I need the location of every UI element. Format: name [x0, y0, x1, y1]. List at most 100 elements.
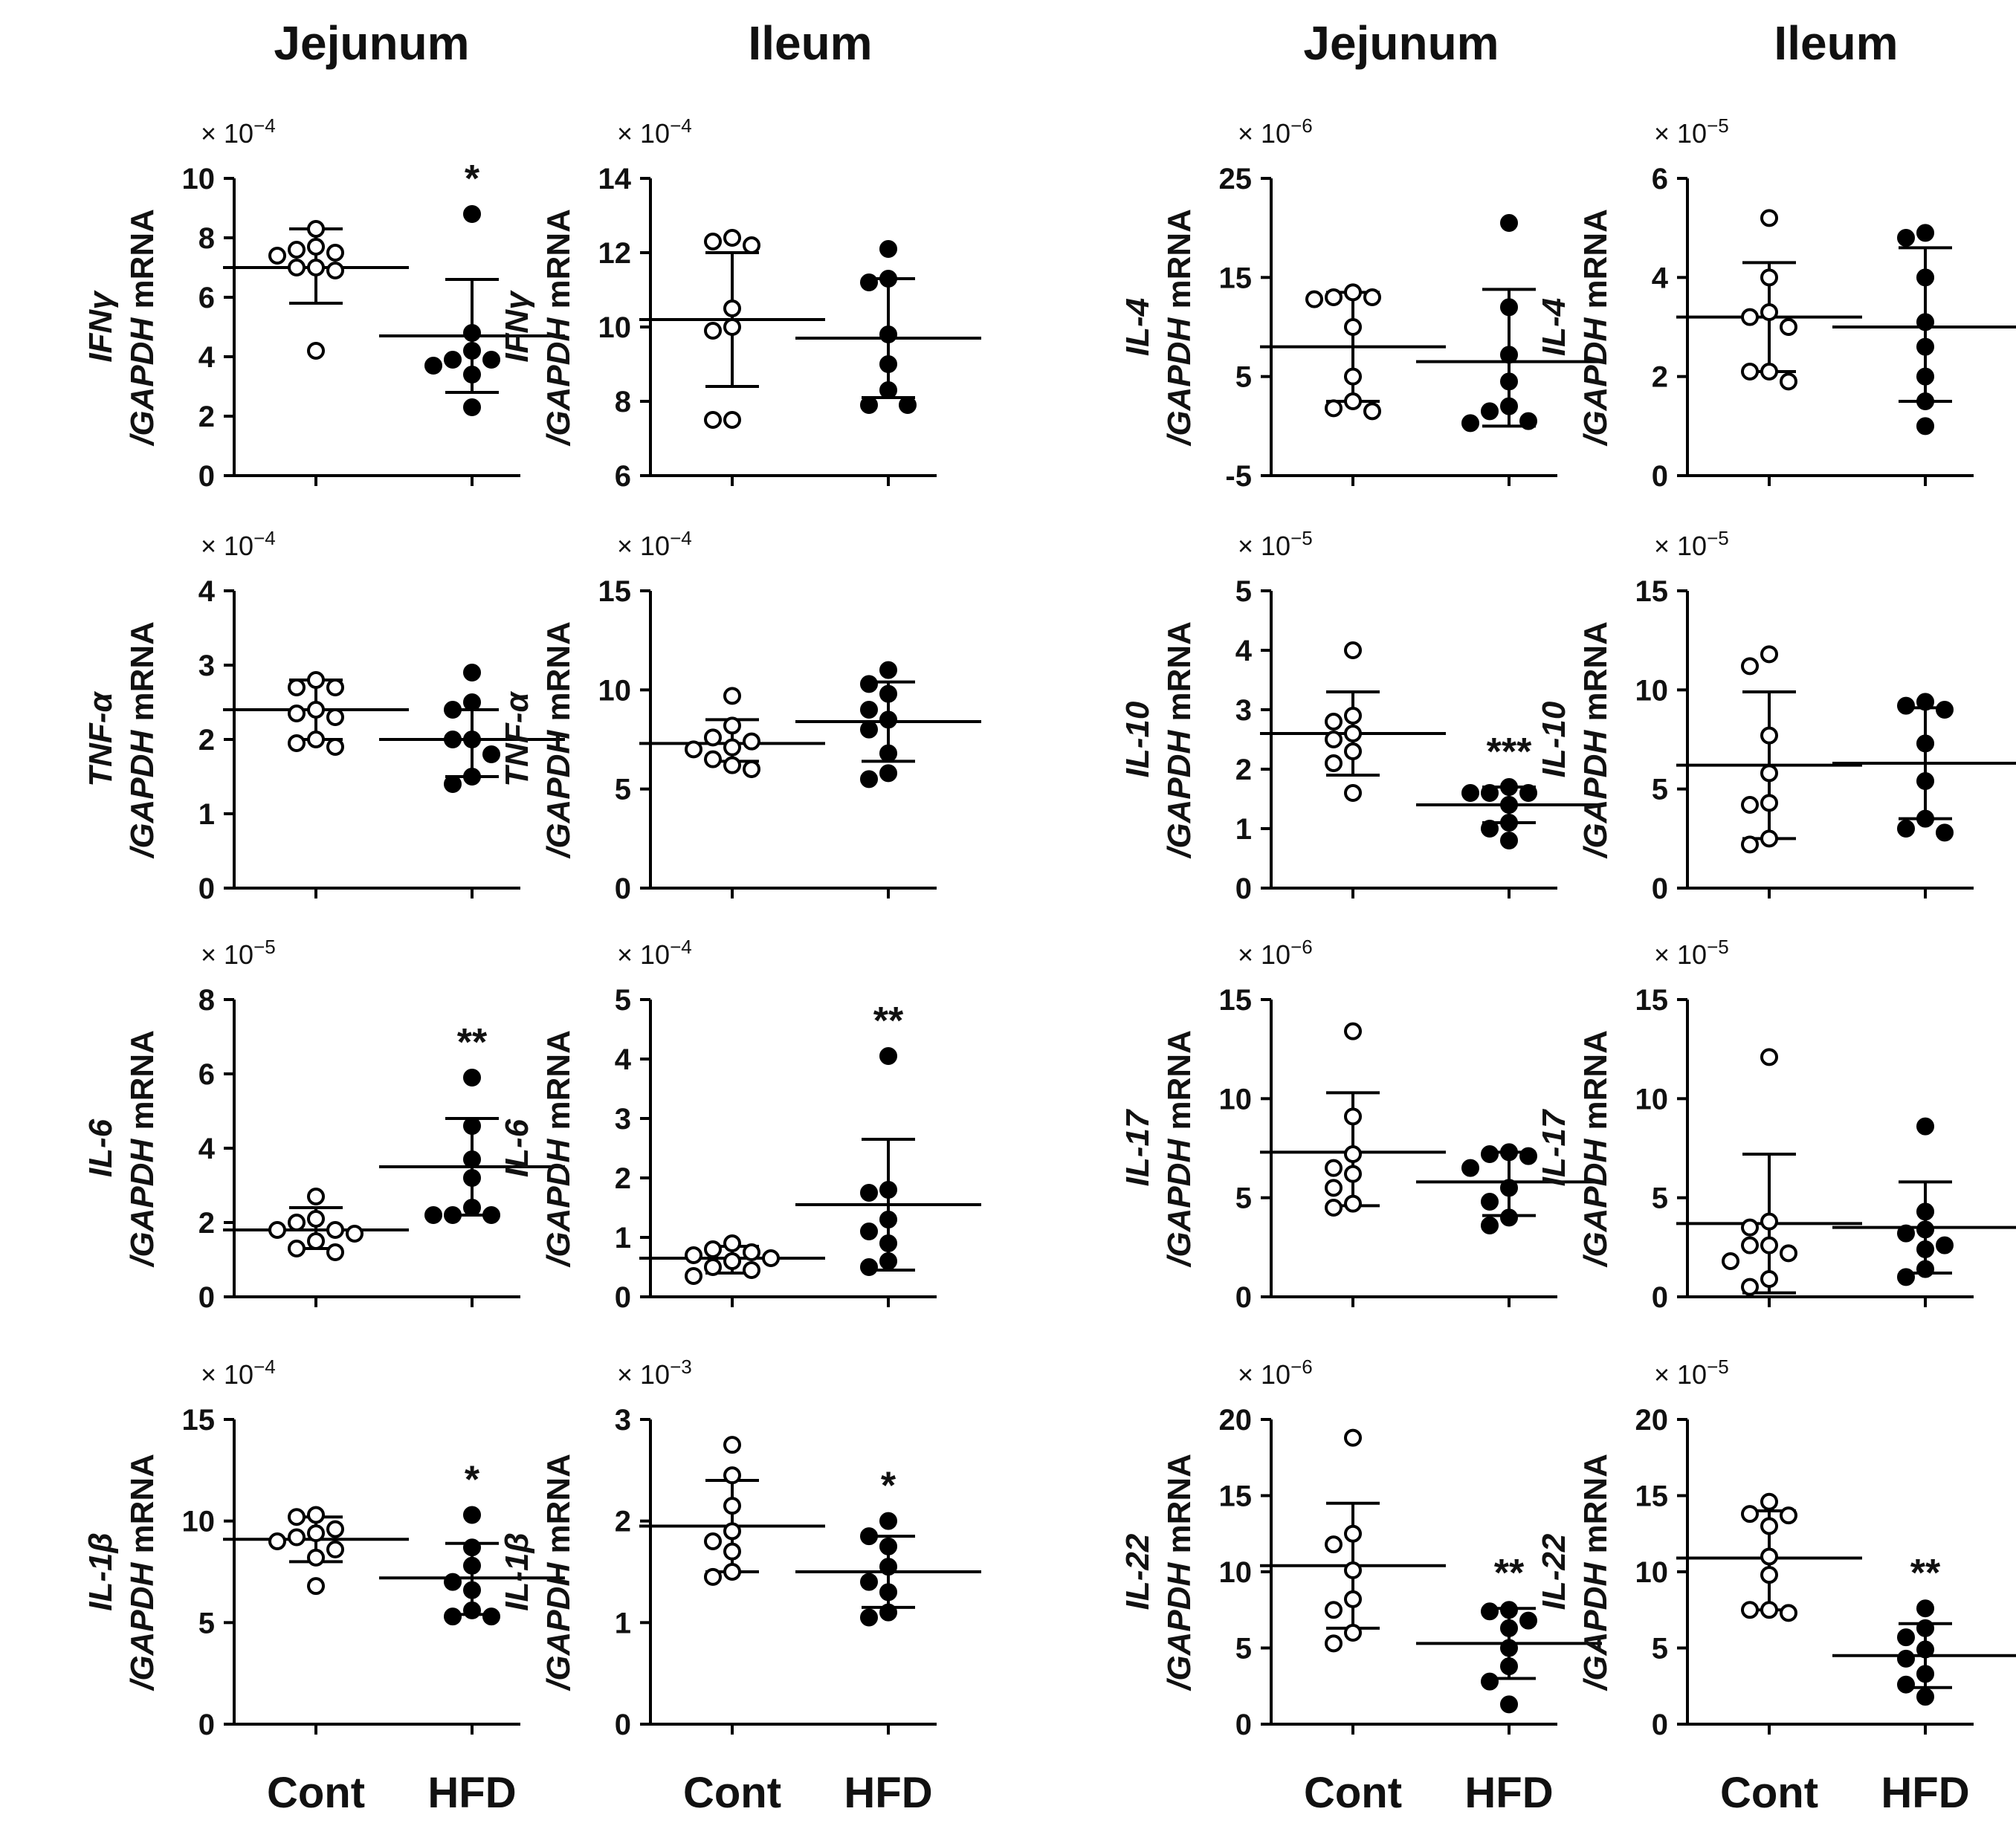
cont-data-point [1741, 363, 1759, 381]
hfd-data-point [463, 1117, 481, 1135]
hfd-data-point [879, 710, 897, 729]
hfd-data-point [1916, 1260, 1934, 1278]
cont-data-point [1344, 1624, 1362, 1642]
y-tick-label: 0 [198, 872, 215, 905]
cont-data-point [743, 1261, 760, 1279]
hfd-group [795, 1512, 981, 1627]
y-tick-label: 0 [1652, 1709, 1668, 1741]
hfd-data-point [1500, 832, 1518, 849]
hfd-data-point [463, 366, 481, 383]
cont-data-point [723, 318, 741, 336]
hfd-data-point [1897, 1628, 1915, 1647]
hfd-data-point [1500, 397, 1518, 415]
y-tick-label: 15 [1219, 1480, 1253, 1513]
cont-group [1676, 645, 1862, 854]
y-axis-label: IL-22/GAPDH mRNA [1120, 1454, 1198, 1691]
cont-data-point [704, 1567, 722, 1586]
y-axis-label: IL-17/GAPDH mRNA [1536, 1030, 1614, 1268]
cont-data-point [1760, 1566, 1778, 1584]
y-tick-label: 14 [598, 163, 632, 195]
y-tick-label: 0 [198, 460, 215, 493]
hfd-data-point [879, 355, 897, 373]
cont-data-point [288, 1240, 306, 1257]
cont-data-point [1741, 308, 1759, 326]
axis-multiplier: × 10−5 [1654, 936, 1729, 970]
cont-data-point [307, 1577, 325, 1596]
y-tick-label: 0 [615, 872, 631, 905]
x-label-hfd-col2: HFD [844, 1769, 932, 1817]
panel-il-10-ileum: 0 5 10 15 × 10−5 IL-10/GAPDH mRNA [1536, 527, 2016, 905]
y-tick-label: 5 [615, 774, 631, 806]
y-tick-label: 4 [1652, 262, 1669, 294]
significance-marker: * [881, 1465, 896, 1508]
hfd-data-point [1500, 778, 1518, 796]
y-tick-label: 2 [615, 1162, 631, 1195]
y-axis-label: IL-10/GAPDH mRNA [1120, 621, 1198, 859]
cont-data-point [704, 728, 722, 747]
y-tick-label: 25 [1219, 163, 1253, 195]
y-axis-label: IL-1β/GAPDH mRNA [83, 1454, 161, 1691]
hfd-data-point [463, 1150, 481, 1168]
hfd-data-point [860, 396, 878, 414]
y-tick-label: 0 [198, 1281, 215, 1314]
y-axis-label: IL-6/GAPDH mRNA [83, 1030, 161, 1268]
cont-group [639, 1436, 825, 1586]
cont-group [1676, 209, 1862, 391]
cont-data-point [326, 708, 344, 726]
hfd-data-point [1916, 772, 1934, 790]
panel-tnf-alpha-ileum: 0 5 10 15 × 10−4 TNF-α/GAPDH mRNA [499, 527, 981, 905]
x-label-cont-col2: Cont [683, 1769, 781, 1817]
cont-group [1260, 283, 1446, 421]
cont-data-point [346, 1225, 364, 1243]
hfd-data-point [1916, 693, 1934, 711]
y-tick-label: 2 [1652, 361, 1668, 394]
y-tick-label: 15 [1635, 575, 1669, 608]
cont-data-point [288, 1528, 306, 1547]
cont-group [639, 229, 825, 429]
hfd-data-point [463, 1069, 481, 1087]
y-tick-label: 3 [198, 650, 215, 682]
cont-data-point [1760, 363, 1778, 381]
cont-data-point [704, 322, 722, 340]
cont-data-point [1344, 367, 1362, 386]
cont-data-point [307, 671, 325, 689]
hfd-data-point [463, 1556, 481, 1575]
cont-data-point [704, 1532, 722, 1550]
hfd-data-point [860, 675, 878, 693]
x-label-cont-col4: Cont [1720, 1769, 1818, 1817]
significance-marker: ** [873, 1000, 904, 1043]
cont-data-point [1344, 784, 1362, 802]
hfd-data-point [1481, 820, 1499, 838]
hfd-data-point [860, 770, 878, 789]
y-tick-label: 6 [198, 282, 215, 314]
y-tick-label: 4 [198, 575, 216, 608]
y-tick-label: 10 [182, 163, 216, 195]
hfd-data-point [1916, 734, 1934, 753]
axis-multiplier: × 10−5 [1654, 114, 1729, 149]
hfd-data-point [1916, 367, 1934, 386]
hfd-group [1832, 1117, 2016, 1286]
hfd-data-point [1897, 1268, 1915, 1286]
y-tick-label: 4 [1235, 635, 1253, 667]
x-label-hfd-col1: HFD [427, 1769, 516, 1817]
cont-data-point [1760, 268, 1778, 287]
cont-data-point [307, 1210, 325, 1228]
significance-marker: ** [1494, 1552, 1525, 1595]
hfd-group [795, 240, 981, 414]
cont-data-point [326, 738, 344, 756]
y-tick-label: 10 [1219, 1083, 1253, 1116]
y-tick-label: 5 [1652, 1182, 1668, 1215]
panel-il-1beta-ileum: 0 1 2 3 × 10−3 IL-1β/GAPDH mRNA * [499, 1356, 981, 1741]
cont-data-point [1760, 209, 1778, 227]
hfd-data-point [444, 701, 462, 719]
hfd-data-point [1936, 823, 1954, 842]
hfd-data-point [463, 342, 481, 360]
cont-data-point [723, 1563, 741, 1581]
cont-group [1676, 1048, 1862, 1296]
hfd-data-point [879, 1512, 897, 1530]
significance-marker: * [465, 1458, 480, 1501]
cont-data-point [1325, 1601, 1343, 1619]
y-tick-label: 5 [1652, 1633, 1668, 1665]
